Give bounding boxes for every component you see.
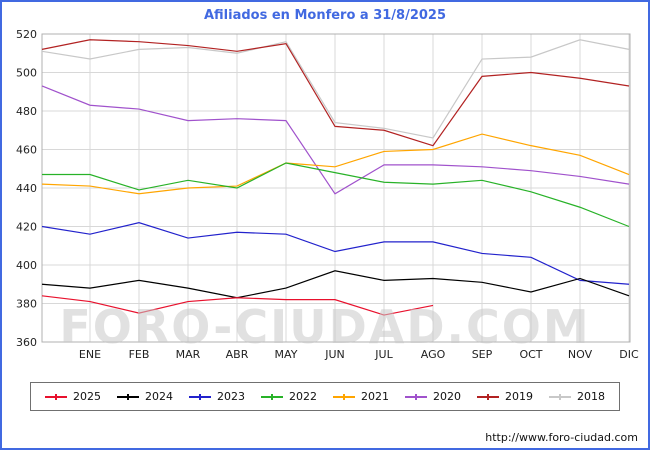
legend-label-2022: 2022: [289, 390, 317, 403]
legend-swatch-tick-2021: [343, 393, 345, 400]
legend-label-2024: 2024: [145, 390, 173, 403]
series-line-2022: [42, 162, 630, 228]
x-tick-NOV: NOV: [568, 348, 593, 361]
legend-swatch-2021: [333, 393, 355, 400]
legend-label-2018: 2018: [577, 390, 605, 403]
x-tick-DIC: DIC: [619, 348, 639, 361]
legend: 2025 2024 2023 2022 2021 2020 2019 2018: [30, 382, 620, 411]
legend-swatch-tick-2019: [487, 393, 489, 400]
legend-label-2021: 2021: [361, 390, 389, 403]
line-chart: 360 380 400 420 440 460 480 500 520 ENE FEB MAR ABR M…: [16, 28, 639, 361]
series-line-2021: [41, 133, 630, 195]
y-tick-480: 480: [16, 105, 37, 118]
x-tick-JUN: JUN: [324, 348, 345, 361]
legend-label-2019: 2019: [505, 390, 533, 403]
y-tick-520: 520: [16, 28, 37, 41]
x-tick-ABR: ABR: [226, 348, 249, 361]
legend-item-2019: 2019: [477, 390, 533, 403]
series-line-2019: [41, 39, 630, 147]
legend-item-2020: 2020: [405, 390, 461, 403]
legend-swatch-2023: [189, 393, 211, 400]
series-line-2024: [41, 270, 630, 299]
y-tick-440: 440: [16, 182, 37, 195]
legend-item-2018: 2018: [549, 390, 605, 403]
x-tick-JUL: JUL: [374, 348, 393, 361]
legend-swatch-2025: [45, 393, 67, 400]
legend-item-2025: 2025: [45, 390, 101, 403]
legend-label-2025: 2025: [73, 390, 101, 403]
y-tick-460: 460: [16, 144, 37, 157]
chart-title: Afiliados en Monfero a 31/8/2025: [203, 8, 447, 23]
x-tick-AGO: AGO: [421, 348, 446, 361]
y-tick-360: 360: [16, 336, 37, 349]
x-tick-MAR: MAR: [176, 348, 201, 361]
legend-item-2022: 2022: [261, 390, 317, 403]
y-tick-500: 500: [16, 67, 37, 80]
legend-swatch-tick-2020: [415, 393, 417, 400]
legend-swatch-tick-2018: [559, 393, 561, 400]
y-tick-400: 400: [16, 259, 37, 272]
legend-swatch-2018: [549, 393, 571, 400]
plot-border: [41, 33, 631, 343]
legend-label-2020: 2020: [433, 390, 461, 403]
x-tick-ENE: ENE: [79, 348, 101, 361]
legend-swatch-2024: [117, 393, 139, 400]
legend-item-2024: 2024: [117, 390, 173, 403]
x-tick-OCT: OCT: [519, 348, 542, 361]
source-url[interactable]: http://www.foro-ciudad.com: [485, 431, 638, 444]
x-tick-FEB: FEB: [129, 348, 150, 361]
series-line-2020: [41, 85, 630, 195]
legend-swatch-2020: [405, 393, 427, 400]
x-tick-MAY: MAY: [275, 348, 298, 361]
series-line-2018: [41, 39, 630, 139]
legend-swatch-tick-2024: [127, 393, 129, 400]
legend-item-2021: 2021: [333, 390, 389, 403]
series-line-2023: [41, 222, 630, 285]
legend-swatch-tick-2025: [55, 393, 57, 400]
y-tick-380: 380: [16, 298, 37, 311]
legend-label-2023: 2023: [217, 390, 245, 403]
series-line-2025: [41, 295, 434, 316]
legend-swatch-tick-2022: [271, 393, 273, 400]
legend-swatch-tick-2023: [199, 393, 201, 400]
legend-swatch-2019: [477, 393, 499, 400]
legend-item-2023: 2023: [189, 390, 245, 403]
x-tick-SEP: SEP: [472, 348, 493, 361]
y-tick-420: 420: [16, 221, 37, 234]
legend-swatch-2022: [261, 393, 283, 400]
